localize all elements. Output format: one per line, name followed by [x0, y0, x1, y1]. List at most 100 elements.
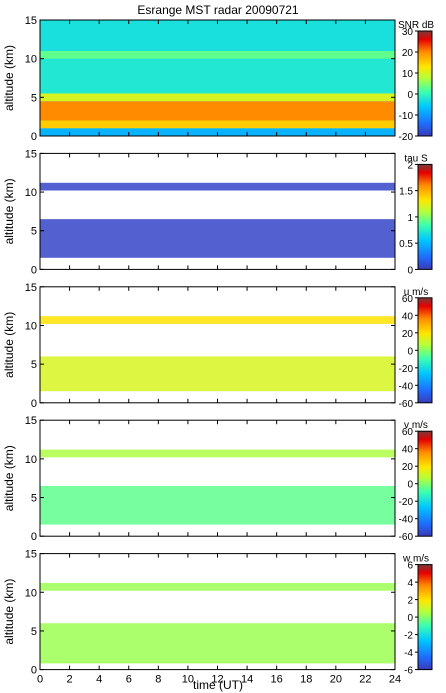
colorbar-tick-label: 10 [402, 69, 414, 80]
data-layer [40, 93, 395, 102]
colorbar-tick-label: -60 [399, 399, 414, 410]
colorbar-tick-label: -20 [399, 132, 414, 143]
colorbar-tick-label: 1.5 [399, 187, 413, 198]
colorbar-tick-label: 1 [407, 213, 413, 224]
y-tick-label: 10 [25, 54, 37, 66]
colorbar-tick-label: 40 [402, 311, 414, 322]
x-tick-label: 22 [359, 674, 371, 686]
colorbar-tick-label: 60 [402, 294, 414, 305]
data-layer [40, 58, 395, 94]
panel-4: 0 5 10 15 altitude (km) v m/s -60 -40 -20 0 20 40 60 [2, 415, 433, 543]
data-layer [40, 623, 395, 664]
data-layer [40, 182, 395, 191]
y-tick-label: 0 [31, 131, 37, 143]
data-layer [40, 50, 395, 59]
panel-3: 0 5 10 15 altitude (km) u m/s -60 -40 -20 0 20 40 60 [2, 282, 433, 410]
colorbar-tick-label: 20 [402, 462, 414, 473]
y-tick-label: 5 [31, 226, 37, 238]
x-tick-label: 0 [37, 674, 43, 686]
y-tick-label: 10 [25, 454, 37, 466]
x-axis-label: time (UT) [193, 678, 243, 692]
x-tick-label: 10 [182, 674, 194, 686]
colorbar-tick-label: 20 [402, 48, 414, 59]
data-layer [40, 485, 395, 525]
colorbar-label: w m/s [402, 554, 429, 565]
y-axis-label: altitude (km) [2, 445, 16, 511]
data-layer [40, 356, 395, 392]
colorbar-label: tau S [404, 153, 428, 164]
data-layer [40, 582, 395, 591]
colorbar-label: u m/s [404, 287, 428, 298]
x-tick-label: 16 [271, 674, 283, 686]
x-tick-label: 2 [67, 674, 73, 686]
y-tick-label: 10 [25, 587, 37, 599]
colorbar-label: SNR dB [398, 20, 434, 31]
y-axis-label: altitude (km) [2, 178, 16, 244]
colorbar-tick-label: 2 [407, 160, 413, 171]
panel-2: 0 5 10 15 altitude (km) tau S 0 0.5 1 1.5 2 [2, 148, 433, 276]
y-tick-label: 10 [25, 187, 37, 199]
colorbar-tick-label: 4 [407, 578, 413, 589]
y-tick-label: 15 [25, 549, 37, 561]
colorbar-tick-label: -2 [404, 631, 413, 642]
y-tick-label: 5 [31, 626, 37, 638]
data-layer [40, 219, 395, 258]
y-tick-label: 0 [31, 665, 37, 677]
y-tick-label: 15 [25, 282, 37, 294]
colorbar [417, 163, 433, 270]
colorbar-tick-label: 30 [402, 27, 414, 38]
y-axis-label: altitude (km) [2, 312, 16, 378]
colorbar [417, 297, 433, 404]
colorbar [417, 564, 433, 671]
x-tick-label: 12 [211, 674, 223, 686]
colorbar-tick-label: 0.5 [399, 239, 413, 250]
colorbar-tick-label: 0 [407, 265, 413, 276]
colorbar-tick-label: 60 [402, 427, 414, 438]
colorbar-tick-label: -6 [404, 666, 413, 677]
colorbar-tick-label: -20 [399, 497, 414, 508]
colorbar-tick-label: -10 [399, 111, 414, 122]
y-axis-label: altitude (km) [2, 45, 16, 111]
y-tick-label: 5 [31, 359, 37, 371]
colorbar-label: v m/s [404, 420, 428, 431]
colorbar-tick-label: -40 [399, 381, 414, 392]
colorbar [417, 30, 433, 137]
colorbar-tick-label: -4 [404, 648, 413, 659]
y-tick-label: 10 [25, 320, 37, 332]
y-tick-label: 5 [31, 92, 37, 104]
y-tick-label: 15 [25, 148, 37, 160]
colorbar-tick-label: 0 [407, 480, 413, 491]
data-layer [40, 20, 395, 51]
y-tick-label: 0 [31, 531, 37, 543]
data-layer [40, 101, 395, 121]
colorbar-tick-label: 0 [407, 90, 413, 101]
y-axis-label: altitude (km) [2, 579, 16, 645]
x-tick-label: 14 [241, 674, 253, 686]
data-layer [40, 316, 395, 324]
colorbar-tick-label: -20 [399, 364, 414, 375]
x-tick-label: 20 [330, 674, 342, 686]
colorbar-tick-label: 0 [407, 346, 413, 357]
panel-1: 0 5 10 15 altitude (km) SNR dB -20 -10 0 10 20 30 [2, 15, 434, 143]
x-tick-label: 6 [126, 674, 132, 686]
data-layer [40, 449, 395, 458]
y-tick-label: 5 [31, 493, 37, 505]
colorbar-tick-label: 6 [407, 561, 413, 572]
colorbar-tick-label: 2 [407, 596, 413, 607]
y-tick-label: 15 [25, 15, 37, 27]
colorbar-tick-label: -60 [399, 532, 414, 543]
colorbar-tick-label: 40 [402, 445, 414, 456]
x-tick-label: 8 [155, 674, 161, 686]
figure-title: Esrange MST radar 20090721 [137, 3, 299, 17]
colorbar-tick-label: -40 [399, 515, 414, 526]
colorbar-tick-label: 0 [407, 613, 413, 624]
colorbar [417, 430, 433, 537]
x-tick-label: 4 [96, 674, 102, 686]
data-layer [40, 120, 395, 129]
y-tick-label: 0 [31, 264, 37, 276]
y-tick-label: 15 [25, 415, 37, 427]
x-tick-label: 18 [300, 674, 312, 686]
